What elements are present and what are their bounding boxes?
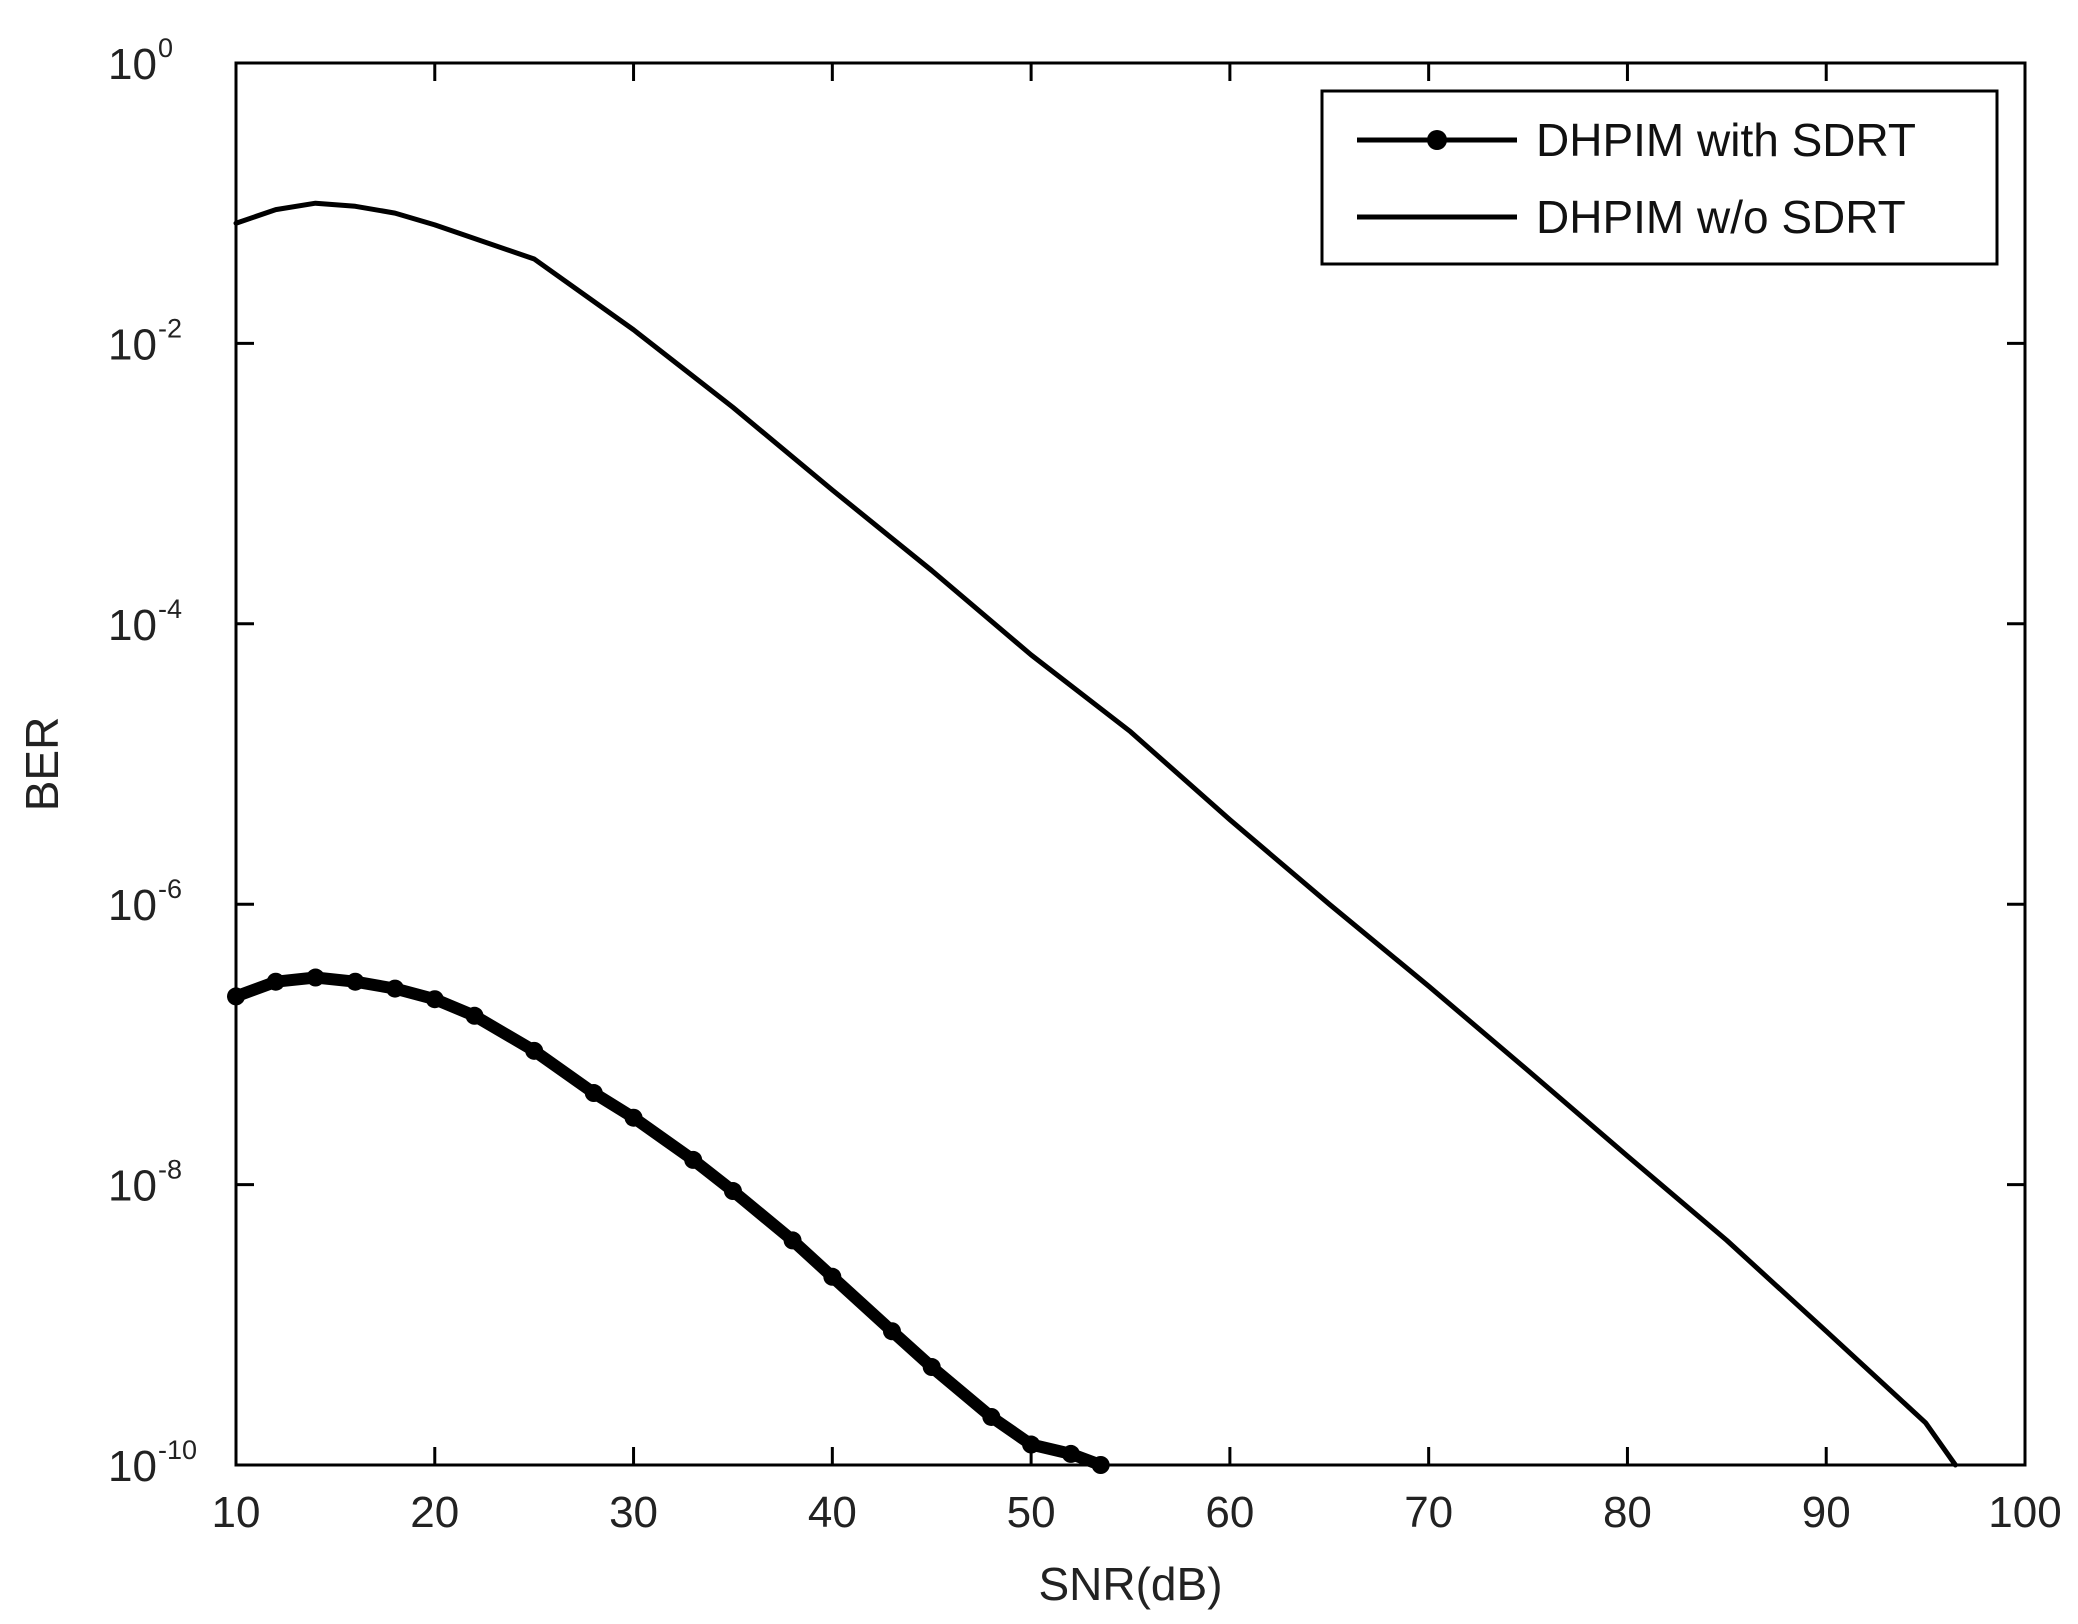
x-tick-label: 20 — [410, 1488, 459, 1537]
legend: DHPIM with SDRT DHPIM w/o SDRT — [1320, 89, 1999, 266]
data-point-dhpim-with-sdrt — [684, 1150, 703, 1169]
legend-marker-dot — [1427, 130, 1447, 150]
data-point-dhpim-with-sdrt — [723, 1182, 742, 1201]
data-point-dhpim-with-sdrt — [624, 1108, 643, 1127]
data-point-dhpim-with-sdrt — [465, 1006, 484, 1025]
y-tick-label-exponent: -8 — [158, 1155, 182, 1185]
y-tick-label-base: 10 — [108, 1162, 157, 1211]
data-point-dhpim-with-sdrt — [882, 1322, 901, 1341]
legend-label-dhpim-with-sdrt: DHPIM with SDRT — [1536, 114, 1916, 166]
x-tick-label: 70 — [1404, 1488, 1453, 1537]
y-tick-label-base: 10 — [108, 881, 157, 930]
y-tick-label-exponent: -4 — [158, 594, 182, 624]
data-point-dhpim-with-sdrt — [783, 1231, 802, 1250]
x-axis-label: SNR(dB) — [1038, 1558, 1222, 1610]
data-point-dhpim-with-sdrt — [1022, 1435, 1041, 1454]
y-tick-label: 10 -4 — [108, 594, 182, 650]
y-tick-label: 10 -8 — [108, 1155, 182, 1211]
y-tick-label-base: 10 — [108, 320, 157, 369]
x-tick-label: 100 — [1988, 1488, 2061, 1537]
y-tick-label-exponent: -2 — [158, 313, 182, 343]
legend-label-dhpim-without-sdrt: DHPIM w/o SDRT — [1536, 191, 1906, 243]
y-tick-label: 10 0 — [108, 33, 173, 89]
y-axis-label: BER — [16, 717, 68, 812]
series-line-dhpim-without-sdrt — [233, 200, 1958, 1468]
x-tick-label: 40 — [808, 1488, 857, 1537]
data-point-dhpim-with-sdrt — [386, 979, 405, 998]
x-tick-label: 10 — [212, 1488, 261, 1537]
data-point-dhpim-with-sdrt — [922, 1358, 941, 1377]
data-point-dhpim-with-sdrt — [425, 990, 444, 1009]
y-tick-label: 10 -2 — [108, 313, 182, 369]
data-point-dhpim-with-sdrt — [346, 972, 365, 991]
y-tick-label: 10 -10 — [108, 1435, 197, 1491]
axis-ticks-group — [234, 61, 2027, 1467]
data-point-dhpim-with-sdrt — [306, 968, 325, 987]
y-tick-label-exponent: 0 — [158, 33, 173, 63]
y-tick-label-base: 10 — [108, 1442, 157, 1491]
data-point-dhpim-with-sdrt — [584, 1084, 603, 1103]
x-tick-label: 50 — [1007, 1488, 1056, 1537]
y-tick-label-exponent: -10 — [158, 1435, 197, 1465]
legend-box — [1320, 89, 1999, 266]
x-tick-label: 90 — [1802, 1488, 1851, 1537]
data-point-dhpim-with-sdrt — [982, 1407, 1001, 1426]
y-tick-label-base: 10 — [108, 601, 157, 650]
plot-series-group — [227, 200, 1958, 1474]
data-point-dhpim-with-sdrt — [823, 1267, 842, 1286]
data-point-dhpim-with-sdrt — [1061, 1444, 1080, 1463]
x-tick-label: 60 — [1205, 1488, 1254, 1537]
y-tick-label: 10 -6 — [108, 874, 182, 930]
data-point-dhpim-with-sdrt — [266, 972, 285, 991]
data-point-dhpim-with-sdrt — [525, 1041, 544, 1060]
plot-area-frame — [234, 61, 2027, 1467]
x-tick-label: 80 — [1603, 1488, 1652, 1537]
y-tick-label-exponent: -6 — [158, 874, 182, 904]
y-tick-label-base: 10 — [108, 40, 157, 89]
x-tick-label: 30 — [609, 1488, 658, 1537]
